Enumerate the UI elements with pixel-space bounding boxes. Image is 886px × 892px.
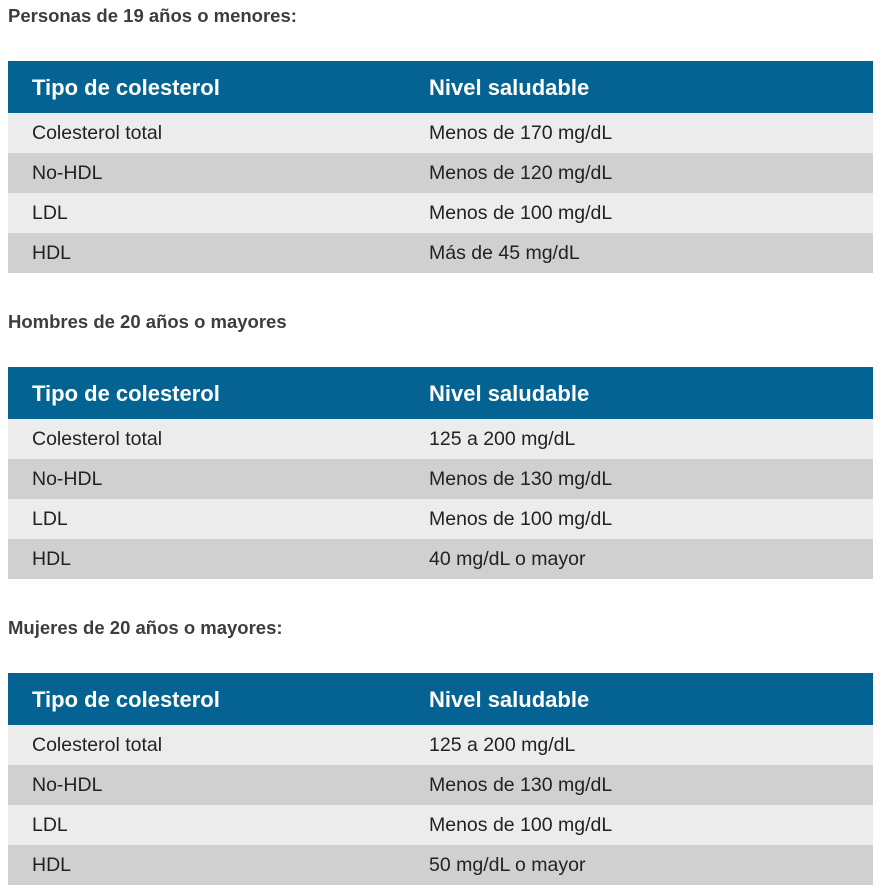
section-title: Mujeres de 20 años o mayores: bbox=[8, 617, 283, 638]
cholesterol-table: Tipo de colesterol Nivel saludable Coles… bbox=[8, 367, 873, 579]
table-row: HDL 50 mg/dL o mayor bbox=[8, 845, 873, 885]
table-row: No-HDL Menos de 120 mg/dL bbox=[8, 153, 873, 193]
cholesterol-type-cell: No-HDL bbox=[8, 765, 405, 805]
column-header-level: Nivel saludable bbox=[405, 673, 873, 725]
table-row: Colesterol total 125 a 200 mg/dL bbox=[8, 725, 873, 765]
cholesterol-type-cell: No-HDL bbox=[8, 153, 405, 193]
cholesterol-type-cell: No-HDL bbox=[8, 459, 405, 499]
section-title: Personas de 19 años o menores: bbox=[8, 5, 297, 26]
section-under-19: Personas de 19 años o menores: Tipo de c… bbox=[8, 5, 873, 273]
table-row: LDL Menos de 100 mg/dL bbox=[8, 499, 873, 539]
table-header-row: Tipo de colesterol Nivel saludable bbox=[8, 61, 873, 113]
healthy-level-cell: Más de 45 mg/dL bbox=[405, 233, 873, 273]
table-row: LDL Menos de 100 mg/dL bbox=[8, 193, 873, 233]
healthy-level-cell: 125 a 200 mg/dL bbox=[405, 725, 873, 765]
cholesterol-type-cell: HDL bbox=[8, 845, 405, 885]
healthy-level-cell: Menos de 100 mg/dL bbox=[405, 193, 873, 233]
section-women-20-plus: Mujeres de 20 años o mayores: Tipo de co… bbox=[8, 617, 873, 885]
table-row: HDL 40 mg/dL o mayor bbox=[8, 539, 873, 579]
healthy-level-cell: 50 mg/dL o mayor bbox=[405, 845, 873, 885]
table-row: LDL Menos de 100 mg/dL bbox=[8, 805, 873, 845]
table-row: Colesterol total Menos de 170 mg/dL bbox=[8, 113, 873, 153]
cholesterol-type-cell: HDL bbox=[8, 233, 405, 273]
cholesterol-type-cell: Colesterol total bbox=[8, 419, 405, 459]
table-row: Colesterol total 125 a 200 mg/dL bbox=[8, 419, 873, 459]
healthy-level-cell: Menos de 100 mg/dL bbox=[405, 805, 873, 845]
healthy-level-cell: Menos de 130 mg/dL bbox=[405, 765, 873, 805]
healthy-level-cell: Menos de 100 mg/dL bbox=[405, 499, 873, 539]
table-row: HDL Más de 45 mg/dL bbox=[8, 233, 873, 273]
healthy-level-cell: Menos de 170 mg/dL bbox=[405, 113, 873, 153]
section-title: Hombres de 20 años o mayores bbox=[8, 311, 287, 332]
cholesterol-type-cell: Colesterol total bbox=[8, 725, 405, 765]
table-row: No-HDL Menos de 130 mg/dL bbox=[8, 459, 873, 499]
section-men-20-plus: Hombres de 20 años o mayores Tipo de col… bbox=[8, 311, 873, 579]
column-header-level: Nivel saludable bbox=[405, 61, 873, 113]
column-header-type: Tipo de colesterol bbox=[8, 61, 405, 113]
column-header-type: Tipo de colesterol bbox=[8, 367, 405, 419]
healthy-level-cell: 125 a 200 mg/dL bbox=[405, 419, 873, 459]
cholesterol-type-cell: LDL bbox=[8, 805, 405, 845]
table-row: No-HDL Menos de 130 mg/dL bbox=[8, 765, 873, 805]
cholesterol-type-cell: LDL bbox=[8, 193, 405, 233]
table-header-row: Tipo de colesterol Nivel saludable bbox=[8, 673, 873, 725]
healthy-level-cell: Menos de 130 mg/dL bbox=[405, 459, 873, 499]
column-header-type: Tipo de colesterol bbox=[8, 673, 405, 725]
cholesterol-type-cell: HDL bbox=[8, 539, 405, 579]
healthy-level-cell: 40 mg/dL o mayor bbox=[405, 539, 873, 579]
healthy-level-cell: Menos de 120 mg/dL bbox=[405, 153, 873, 193]
cholesterol-table: Tipo de colesterol Nivel saludable Coles… bbox=[8, 673, 873, 885]
cholesterol-type-cell: Colesterol total bbox=[8, 113, 405, 153]
table-header-row: Tipo de colesterol Nivel saludable bbox=[8, 367, 873, 419]
cholesterol-table: Tipo de colesterol Nivel saludable Coles… bbox=[8, 61, 873, 273]
column-header-level: Nivel saludable bbox=[405, 367, 873, 419]
cholesterol-type-cell: LDL bbox=[8, 499, 405, 539]
